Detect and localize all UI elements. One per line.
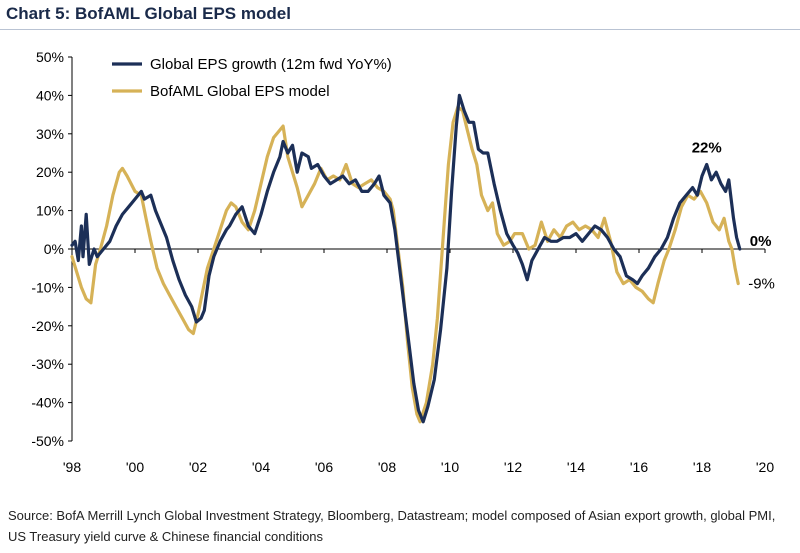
y-tick-label: 10% (36, 203, 64, 219)
y-axis: 50% 40% 30% 20% 10% 0% -10% -20% -30% -40% -50% (31, 49, 73, 449)
x-tick-label: '16 (630, 459, 648, 475)
series-layer (70, 93, 742, 424)
x-tick-label: '04 (252, 459, 270, 475)
x-tick-label: '12 (504, 459, 522, 475)
x-tick-label: '18 (693, 459, 711, 475)
title-divider (0, 29, 800, 30)
y-tick-label: 40% (36, 87, 64, 103)
legend-label-model: BofAML Global EPS model (150, 83, 330, 100)
x-tick-label: '98 (63, 459, 81, 475)
line-chart: 50% 40% 30% 20% 10% 0% -10% -20% -30% -40% -50% '9… (31, 49, 775, 475)
source-note: Source: BofA Merrill Lynch Global Invest… (8, 508, 776, 544)
y-tick-label: -50% (31, 433, 64, 449)
series-line-global-eps (70, 93, 742, 424)
x-tick-label: '08 (378, 459, 396, 475)
x-tick-label: '20 (756, 459, 774, 475)
annotation-label: -9% (748, 276, 775, 293)
y-tick-label: -40% (31, 395, 64, 411)
annotation-label: 0% (750, 233, 772, 250)
annotations: 22% 0% -9% (692, 140, 775, 293)
y-tick-label: 50% (36, 49, 64, 65)
y-tick-label: -30% (31, 356, 64, 372)
series-line-model (70, 105, 740, 424)
x-tick-label: '14 (567, 459, 585, 475)
x-tick-label: '00 (126, 459, 144, 475)
chart-title: Chart 5: BofAML Global EPS model (6, 4, 291, 23)
y-tick-label: -20% (31, 318, 64, 334)
x-tick-label: '02 (189, 459, 207, 475)
annotation-label: 22% (692, 140, 722, 157)
legend: Global EPS growth (12m fwd YoY%) BofAML G… (112, 56, 392, 100)
y-tick-label: 30% (36, 126, 64, 142)
legend-label-global-eps: Global EPS growth (12m fwd YoY%) (150, 56, 392, 73)
y-tick-label: -10% (31, 279, 64, 295)
y-tick-label: 20% (36, 164, 64, 180)
y-tick-label: 0% (44, 241, 64, 257)
x-tick-label: '10 (441, 459, 459, 475)
x-axis: '98 '00 '02 '04 '06 '08 '10 '12 '14 '16 '18 '20 (63, 248, 774, 475)
x-tick-label: '06 (315, 459, 333, 475)
